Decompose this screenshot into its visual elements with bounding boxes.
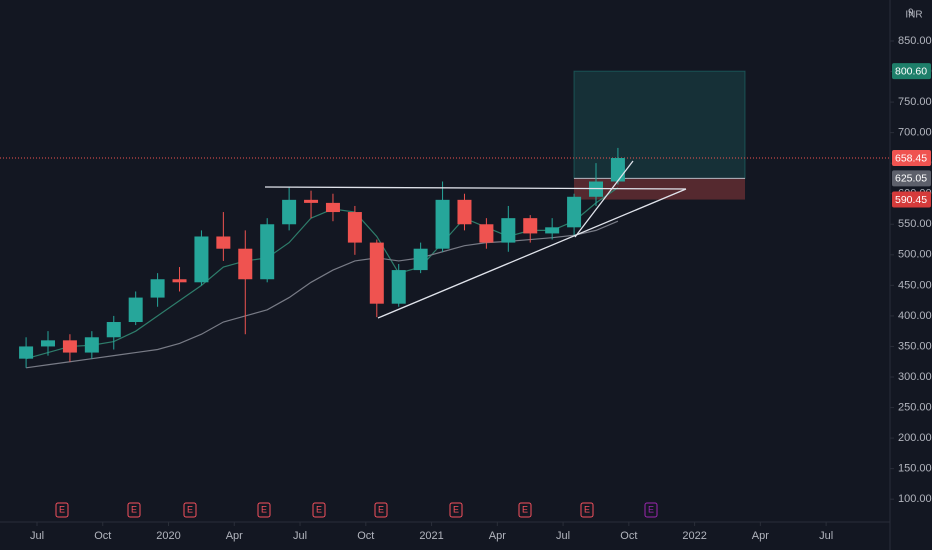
earnings-marker [183,502,197,518]
y-tick-label: 500.00 [898,249,932,261]
candle-body [150,279,165,298]
y-tick-label: 100.00 [898,493,932,505]
x-tick-label: 2022 [682,530,706,542]
earnings-marker [312,502,326,518]
earnings-label: E [59,504,65,514]
earnings-marker [518,502,532,518]
earnings-marker [127,502,141,518]
y-tick-label: 550.00 [898,218,932,230]
earnings-label: E [187,504,193,514]
candle-body [479,224,494,243]
x-tick-label: Oct [620,530,637,542]
earnings-label: E [316,504,322,514]
candle-body [172,279,187,283]
moving-average [25,220,619,369]
x-tick-label: Oct [357,530,374,542]
price-tag [892,63,931,80]
badge: 9 [908,8,914,19]
y-tick-label: 350.00 [898,340,932,352]
y-tick-label: 700.00 [898,127,932,139]
candle-body [523,218,538,234]
candle-body [545,227,560,234]
earnings-label: E [522,504,528,514]
earnings-label: E [261,504,267,514]
y-tick-label: 150.00 [898,463,932,475]
x-tick-label: Oct [94,530,111,542]
drawings [264,160,687,319]
candle-body [369,242,384,304]
candle-body [282,199,297,225]
candle-body [41,340,55,347]
earnings-label: E [584,504,590,514]
x-tick-label: Jul [819,530,833,542]
earnings-marker [257,502,271,518]
earnings-marker [374,502,388,518]
y-tick-label: 250.00 [898,401,932,413]
earnings-marker [55,502,69,518]
candle-body [84,337,99,353]
price-tag [892,170,931,187]
candle-body [457,199,472,225]
y-tick-label: 300.00 [898,371,932,383]
y-tick-label: 850.00 [898,35,932,47]
candle-body [347,212,362,243]
price-tag [892,191,931,208]
earnings-label: E [453,504,459,514]
candle-body [19,346,34,359]
trendline [264,186,687,190]
trendline [574,160,634,238]
y-tick-label: 750.00 [898,96,932,108]
trendline [377,188,687,319]
earnings-marker [449,502,463,518]
x-tick-label: Apr [489,530,506,542]
y-tick-label: 200.00 [898,432,932,444]
x-tick-label: Jul [30,530,44,542]
candle-body [435,199,450,249]
x-tick-label: Apr [752,530,769,542]
candle-body [106,322,121,338]
price-tag-label: 590.45 [895,194,927,206]
candle-body [238,248,253,280]
candle-body [610,158,625,182]
candle-body [304,199,319,203]
moving-average [25,187,619,360]
price-tag-label: 625.05 [895,173,927,185]
candle-body [567,196,582,228]
candle-body [391,270,406,304]
x-tick-label: 2020 [156,530,180,542]
earnings-marker [644,502,658,518]
currency: INR [905,10,922,21]
plot: 100.00 150.00 200.00 250.00 300.00 350.00 400.… [0,35,932,542]
earnings-marker [580,502,594,518]
y-tick-label: 400.00 [898,310,932,322]
price-tag-label: 658.45 [895,152,927,164]
x-tick-label: Jul [293,530,307,542]
earnings-label: E [378,504,384,514]
candle-body [62,340,77,353]
earnings-label: E [648,504,654,514]
candle-body [413,248,428,271]
price-tag [892,150,931,167]
price-tag-label: 800.60 [895,65,927,77]
x-tick-label: 2021 [419,530,443,542]
candle-body [216,236,231,249]
candle-body [128,297,143,323]
candle-body [501,218,516,243]
x-tick-label: Apr [226,530,243,542]
target-zone [573,70,746,179]
x-tick-label: Jul [556,530,570,542]
y-tick-label: 450.00 [898,279,932,291]
earnings-label: E [131,504,137,514]
candle-body [260,224,275,280]
candle-body [194,236,209,283]
candle-body [325,202,340,213]
